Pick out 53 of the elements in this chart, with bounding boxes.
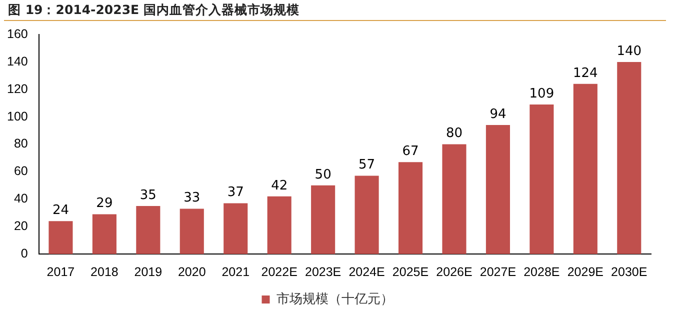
bar — [180, 208, 204, 254]
bar — [573, 84, 598, 254]
bar — [617, 62, 642, 254]
data-label: 57 — [358, 158, 376, 173]
x-tick-label: 2026E — [436, 264, 472, 279]
data-label: 24 — [52, 202, 69, 218]
data-label: 33 — [184, 190, 200, 206]
y-tick-label: 60 — [14, 164, 28, 178]
legend-label: 市场规模（十亿元） — [276, 292, 394, 307]
data-label: 94 — [490, 106, 506, 122]
chart-title: 图 19：2014-2023E 国内血管介入器械市场规模 — [8, 2, 300, 19]
y-tick-label: 40 — [14, 192, 28, 206]
x-tick-label: 2019 — [134, 264, 162, 279]
data-label: 50 — [314, 167, 332, 182]
bar — [311, 185, 336, 254]
y-tick-label: 0 — [20, 246, 28, 260]
x-tick-label: 2017 — [46, 264, 75, 279]
data-label: 67 — [402, 144, 419, 159]
bar — [398, 162, 423, 254]
data-label: 140 — [616, 44, 642, 59]
x-tick-label: 2024E — [348, 264, 385, 279]
x-tick-label: 2027E — [480, 264, 516, 279]
x-tick-label: 2025E — [392, 264, 429, 279]
x-tick-label: 2023E — [304, 264, 342, 279]
y-tick-label: 140 — [6, 54, 28, 68]
data-label: 124 — [573, 66, 598, 81]
bar — [267, 196, 292, 254]
x-tick-label: 2028E — [524, 264, 560, 279]
y-tick-label: 160 — [6, 26, 28, 41]
y-tick-label: 100 — [6, 109, 28, 124]
x-tick-label: 2020 — [178, 264, 206, 279]
data-label: 109 — [529, 86, 554, 102]
y-tick-label: 20 — [14, 219, 28, 234]
data-label: 80 — [446, 126, 463, 142]
bar — [354, 176, 379, 254]
data-label: 35 — [140, 188, 156, 203]
bar — [530, 104, 554, 254]
x-tick-label: 2022E — [261, 264, 298, 279]
data-label: 29 — [96, 196, 113, 212]
x-tick-label: 2029E — [567, 264, 604, 279]
bar — [224, 203, 248, 254]
y-tick-label: 120 — [6, 82, 28, 96]
x-tick-label: 2030E — [611, 264, 648, 279]
bar — [92, 214, 116, 254]
x-tick-label: 2021 — [222, 264, 250, 279]
data-label: 37 — [227, 185, 244, 200]
bar — [48, 221, 73, 254]
bar — [442, 144, 466, 254]
bar — [486, 125, 510, 254]
y-tick-label: 80 — [14, 136, 28, 151]
data-label: 42 — [271, 178, 288, 194]
x-tick-label: 2018 — [90, 264, 118, 279]
bar — [136, 206, 160, 254]
